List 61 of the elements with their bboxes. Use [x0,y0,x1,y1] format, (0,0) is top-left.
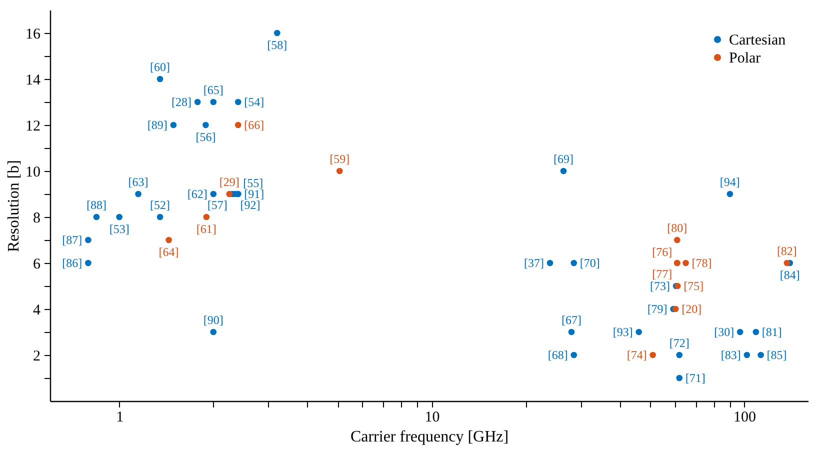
annotation: [29] [219,175,240,189]
annotation: [65] [203,83,224,97]
annotation: [60] [150,60,170,74]
x-tick-label: 10 [424,410,440,426]
annotation: [62] [187,187,208,201]
y-tick-label: 8 [33,210,40,226]
annotation: [63] [128,175,148,189]
annotation: [28] [172,95,192,109]
annotation: [94] [720,175,740,189]
y-tick-label: 6 [33,256,41,272]
annotation: [72] [669,336,690,350]
legend-label: Polar [729,50,761,66]
annotation: [82] [776,244,797,258]
annotation: [70] [580,256,600,270]
annotation: [53] [109,222,130,236]
annotation: [67] [561,313,582,327]
annotation: [66] [244,118,264,132]
annotation: [89] [147,118,168,132]
annotation: [77] [652,267,672,281]
x-tick-label: 1 [116,410,124,426]
y-tick-label: 10 [26,164,40,180]
annotation: [20] [682,302,702,316]
annotation: [55] [243,176,264,190]
x-axis-title: Carrier frequency [GHz] [350,428,509,446]
annotation: [69] [554,152,574,166]
annotation: [57] [207,198,228,212]
annotation: [87] [62,233,82,247]
annotation: [59] [330,152,350,166]
annotation: [88] [86,198,106,212]
annotation: [73] [650,279,670,293]
annotation: [68] [548,348,568,362]
annotation: [56] [196,130,216,144]
annotation: [78] [692,256,712,270]
annotation: [79] [647,302,668,316]
annotation: [61] [196,222,216,236]
annotation: [85] [766,348,787,362]
annotation: [84] [780,268,800,282]
x-tick-label: 100 [733,410,756,426]
y-tick-label: 12 [26,118,40,134]
annotation: [37] [524,256,544,270]
annotation: [52] [150,198,170,212]
annotation: [64] [158,245,179,259]
y-axis-title: Resolution [b] [6,160,22,252]
annotation: [81] [762,325,782,339]
y-tick-label: 14 [26,72,41,88]
y-tick-label: 16 [26,26,41,42]
annotation: [71] [685,371,706,385]
annotation: [86] [62,256,82,270]
legend-label: Cartesian [729,32,786,48]
annotation: [90] [203,313,224,327]
annotation: [75] [684,279,704,293]
y-tick-label: 2 [33,348,40,364]
annotation: [83] [720,348,741,362]
annotation: [76] [652,245,672,259]
annotation: [58] [267,38,288,52]
annotation: [54] [244,95,264,109]
y-tick-label: 4 [33,302,41,318]
annotation: [93] [612,325,633,339]
annotation: [30] [714,325,734,339]
annotation: [74] [626,348,647,362]
annotation: [80] [667,221,688,235]
